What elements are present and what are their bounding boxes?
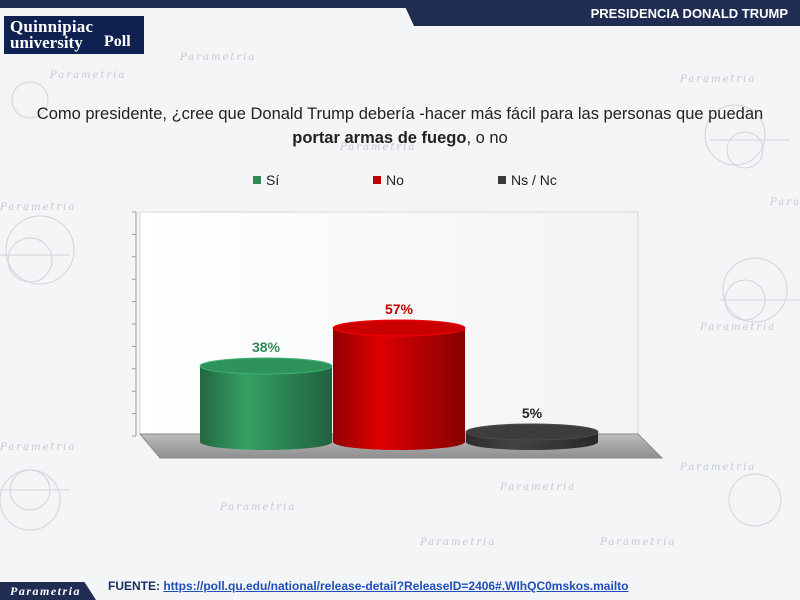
legend-item-no: No xyxy=(373,172,404,188)
header-tab: PRESIDENCIA DONALD TRUMP xyxy=(402,0,800,26)
chart-legend: Sí No Ns / Nc xyxy=(0,172,800,192)
question-part1: Como presidente, ¿cree que Donald Trump … xyxy=(36,105,764,123)
svg-text:Parametria: Parametria xyxy=(339,142,416,153)
bar-body xyxy=(200,366,332,450)
svg-text:Parametria: Parametria xyxy=(219,502,296,513)
svg-text:Parametria: Parametria xyxy=(599,537,676,548)
svg-text:Parametria: Parametria xyxy=(769,197,800,208)
logo-line1: Quinnipiac xyxy=(10,17,94,36)
svg-text:Parametria: Parametria xyxy=(679,74,756,85)
source-label: FUENTE: xyxy=(108,579,164,593)
bar-1 xyxy=(199,357,333,450)
question-part2: , o no xyxy=(466,129,508,147)
legend-swatch-no xyxy=(373,176,381,184)
legend-label-nsnc: Ns / Nc xyxy=(511,172,557,188)
header-title: PRESIDENCIA DONALD TRUMP xyxy=(590,6,788,21)
question-bold: portar armas de fuego xyxy=(292,129,467,147)
question-text: Como presidente, ¿cree que Donald Trump … xyxy=(30,102,770,150)
svg-text:Parametria: Parametria xyxy=(179,52,256,63)
svg-text:Parametria: Parametria xyxy=(49,70,126,81)
bar-value-label: 38% xyxy=(252,339,281,355)
brand-label: Parametria xyxy=(10,584,81,598)
svg-text:Parametria: Parametria xyxy=(0,442,76,453)
svg-text:Parametria: Parametria xyxy=(699,322,776,333)
logo-line3: Poll xyxy=(104,33,131,50)
svg-text:Parametria: Parametria xyxy=(0,202,76,213)
legend-label-no: No xyxy=(386,172,404,188)
bar-top xyxy=(332,319,466,337)
legend-item-nsnc: Ns / Nc xyxy=(498,172,557,188)
bar-value-label: 57% xyxy=(385,301,414,317)
bar-2 xyxy=(332,319,466,450)
bar-value-label: 5% xyxy=(522,405,543,421)
svg-text:Parametria: Parametria xyxy=(419,537,496,548)
source-line: FUENTE: https://poll.qu.edu/national/rel… xyxy=(108,579,628,593)
bar-top xyxy=(465,423,599,441)
bar-3 xyxy=(465,423,599,450)
legend-swatch-nsnc xyxy=(498,176,506,184)
parametria-tab: Parametria xyxy=(0,582,96,600)
svg-text:Parametria: Parametria xyxy=(679,462,756,473)
legend-swatch-si xyxy=(253,176,261,184)
legend-label-si: Sí xyxy=(266,172,280,188)
bar-top xyxy=(199,357,333,375)
logo-line2: university xyxy=(10,33,83,52)
svg-text:Parametria: Parametria xyxy=(499,482,576,493)
top-bar xyxy=(0,0,800,8)
quinnipiac-logo: Quinnipiac university Poll xyxy=(4,16,144,54)
source-link[interactable]: https://poll.qu.edu/national/release-det… xyxy=(163,579,629,593)
legend-item-si: Sí xyxy=(253,172,279,188)
bar-body xyxy=(333,328,465,450)
